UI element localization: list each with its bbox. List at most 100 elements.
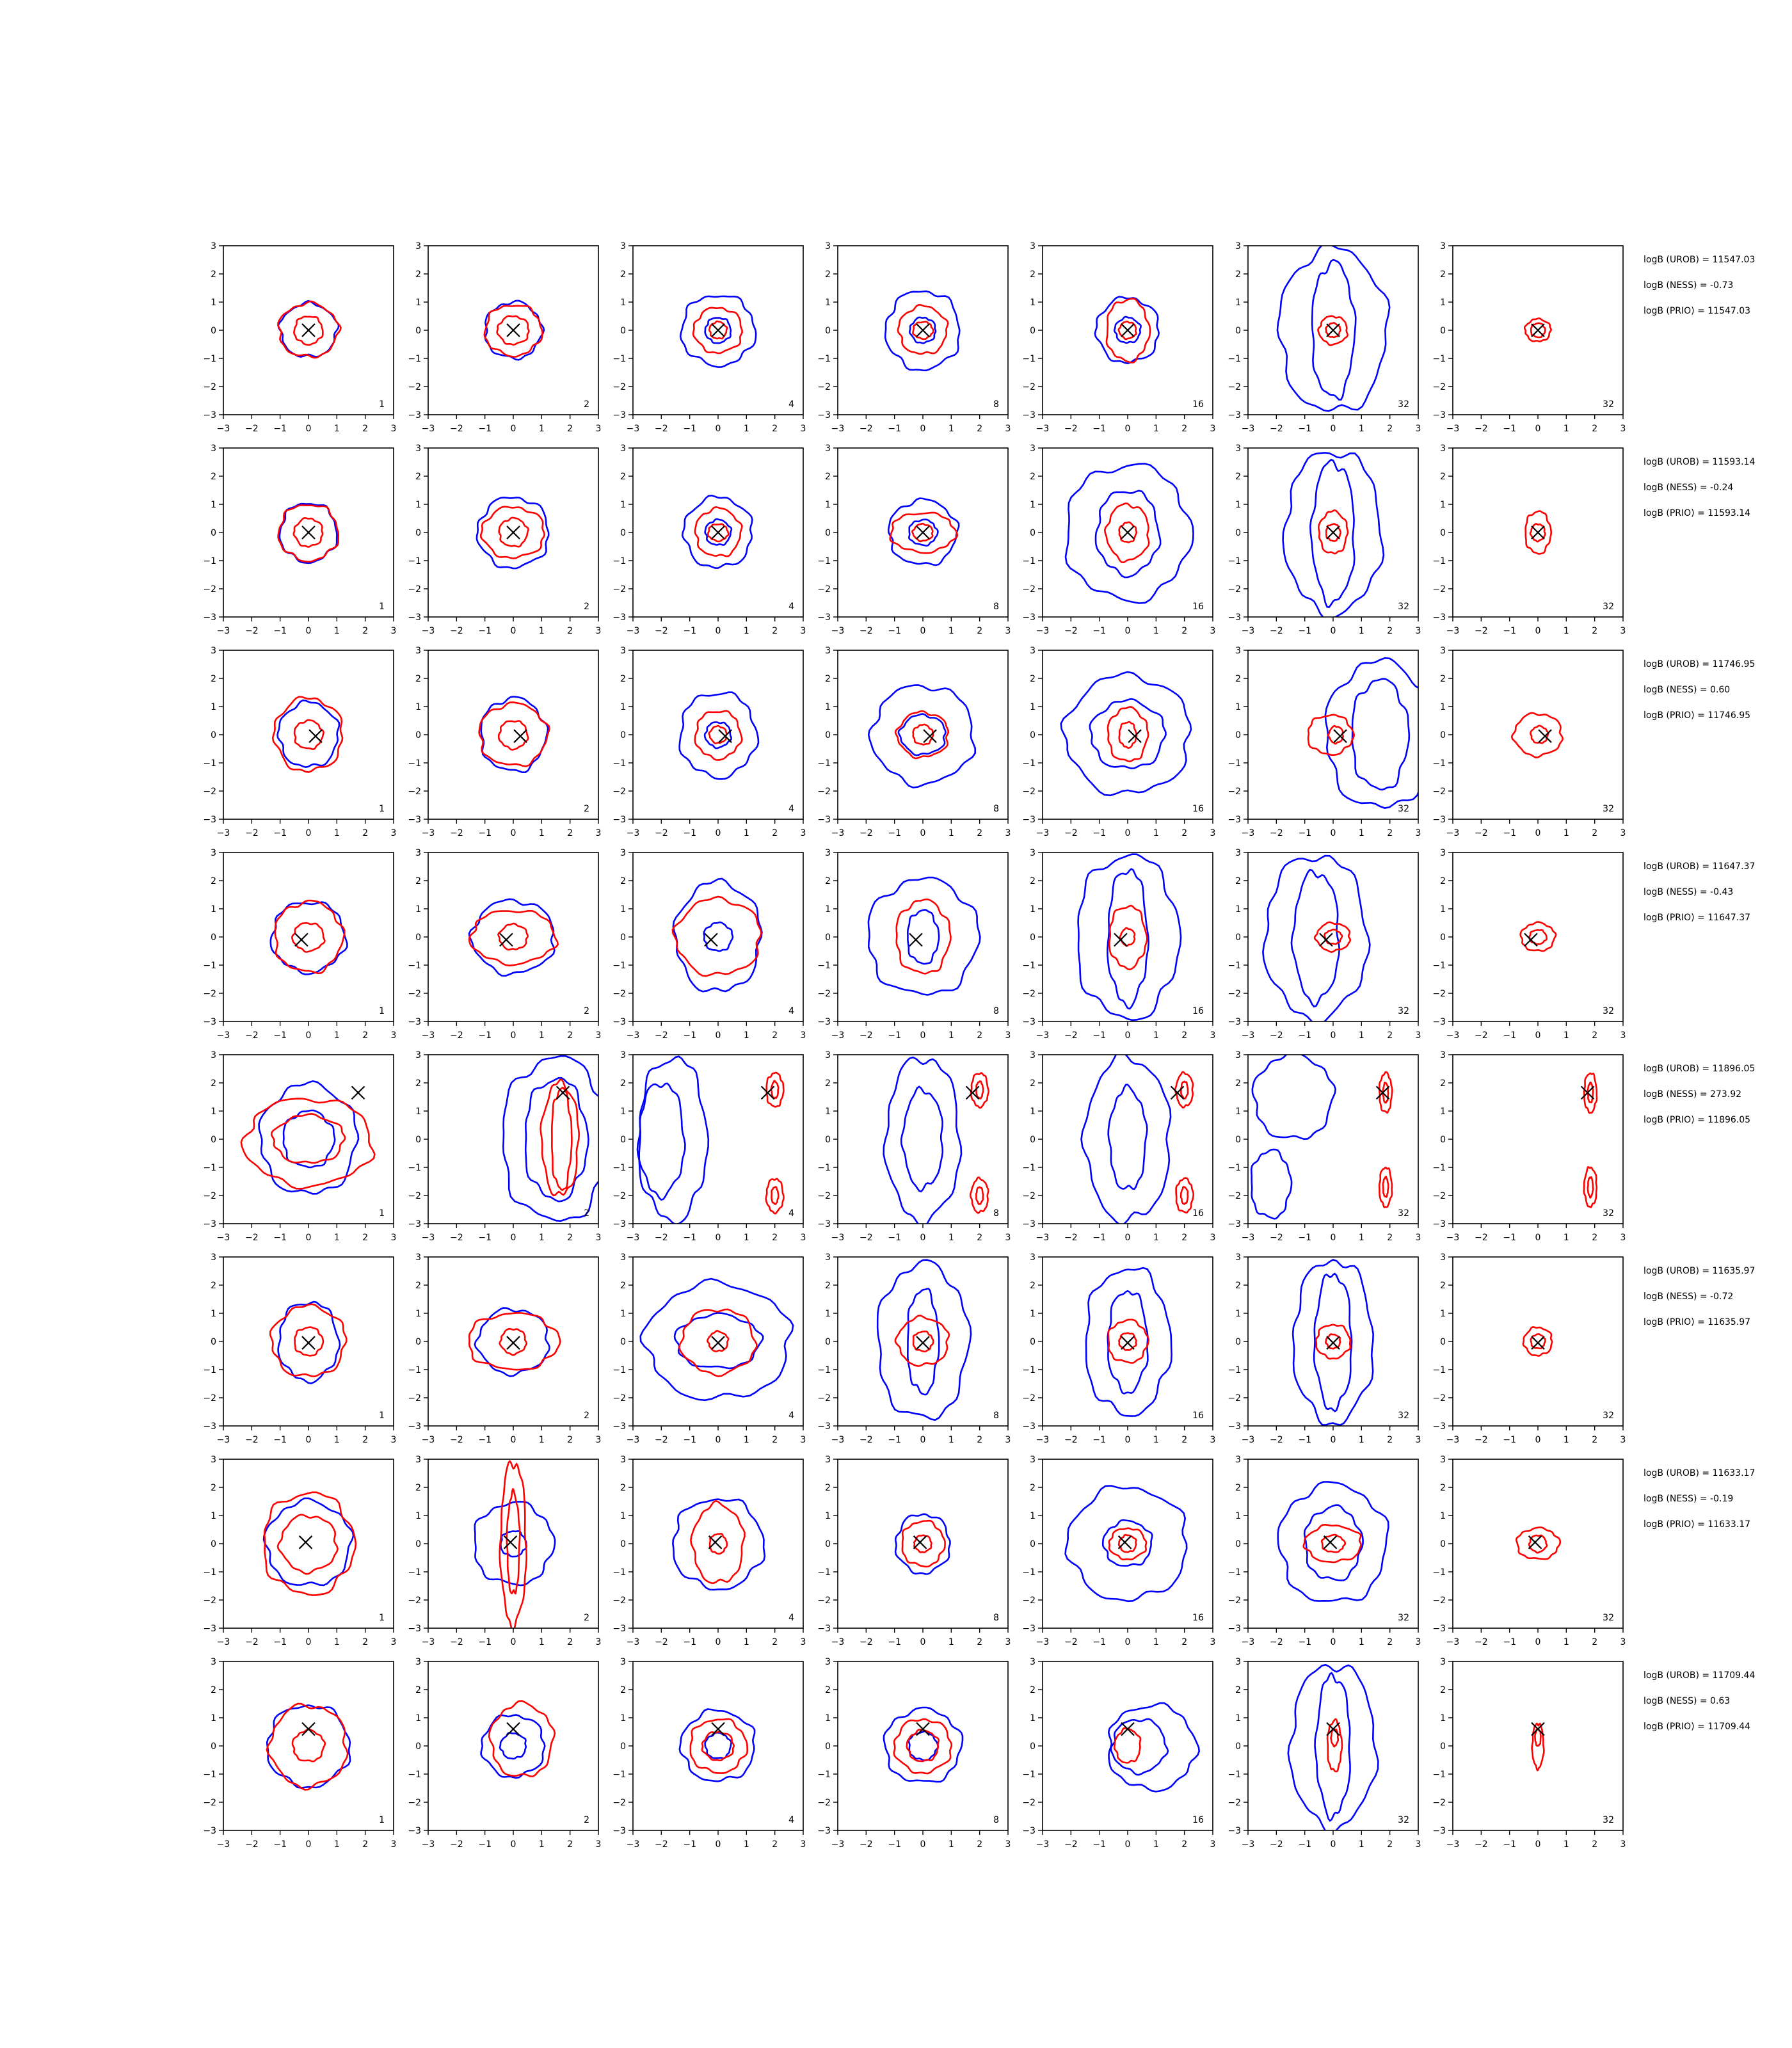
y-tick-label: 0 xyxy=(620,528,626,538)
y-tick-label: −2 xyxy=(1022,1191,1036,1201)
x-tick-label: 1 xyxy=(1564,1839,1569,1850)
x-tick-label: 0 xyxy=(1535,828,1541,838)
x-tick-label: 3 xyxy=(1416,424,1421,434)
x-tick-label: 2 xyxy=(567,828,573,838)
x-tick-label: −2 xyxy=(655,1030,668,1041)
red-contour xyxy=(1175,1177,1195,1214)
y-tick-label: 2 xyxy=(1030,472,1036,482)
y-tick-label: 3 xyxy=(1235,848,1241,858)
y-tick-label: 2 xyxy=(1440,1483,1446,1493)
y-tick-label: −2 xyxy=(408,382,421,392)
red-contour xyxy=(269,1303,348,1377)
blue-contour xyxy=(1351,678,1411,791)
y-tick-label: −1 xyxy=(408,1770,421,1780)
y-tick-label: 0 xyxy=(211,730,216,740)
x-tick-label: −3 xyxy=(831,1839,845,1850)
red-contour xyxy=(1528,929,1548,945)
x-tick-label: 1 xyxy=(744,626,749,636)
x-marker xyxy=(1531,323,1545,337)
y-tick-label: −2 xyxy=(1432,1596,1446,1606)
x-tick-label: 3 xyxy=(1620,828,1626,838)
axes-frame xyxy=(1247,1256,1419,1427)
y-tick-label: −1 xyxy=(1022,758,1036,769)
x-tick-label: −2 xyxy=(450,1030,463,1041)
y-tick-label: −2 xyxy=(1432,382,1446,392)
panel-number-label: 32 xyxy=(1398,399,1409,410)
y-tick-label: 2 xyxy=(1235,876,1241,886)
y-tick-label: 1 xyxy=(825,1713,831,1724)
x-tick-label: 1 xyxy=(1153,1435,1159,1445)
blue-contour xyxy=(1101,1519,1153,1567)
red-contour xyxy=(1107,706,1149,763)
x-tick-label: −3 xyxy=(627,1030,640,1041)
y-tick-label: 1 xyxy=(1030,298,1036,308)
y-tick-label: −1 xyxy=(612,354,626,364)
x-tick-label: −3 xyxy=(217,1637,230,1647)
y-tick-label: −3 xyxy=(1022,1017,1036,1027)
y-tick-label: 0 xyxy=(415,1135,421,1145)
x-tick-label: 0 xyxy=(511,1435,516,1445)
x-tick-label: 3 xyxy=(801,1839,806,1850)
red-contour xyxy=(1515,1526,1562,1560)
red-contour xyxy=(1528,1534,1548,1554)
red-contour xyxy=(1379,1071,1393,1114)
blue-contour xyxy=(1094,490,1162,579)
red-contour xyxy=(277,300,342,359)
logb-annotation: logB (NESS) = 273.92 xyxy=(1644,1089,1741,1100)
x-tick-label: −2 xyxy=(655,1435,668,1445)
x-tick-label: 1 xyxy=(539,1030,545,1041)
x-tick-label: 1 xyxy=(539,1637,545,1647)
plot-area xyxy=(1262,854,1371,1021)
y-tick-label: 2 xyxy=(825,674,831,684)
blue-contour xyxy=(678,691,760,780)
y-tick-label: 2 xyxy=(620,1281,626,1291)
y-tick-label: 1 xyxy=(1440,500,1446,510)
y-tick-label: 0 xyxy=(415,1741,421,1752)
y-tick-label: 1 xyxy=(1030,1713,1036,1724)
x-tick-label: −2 xyxy=(1064,1839,1078,1850)
x-tick-label: 2 xyxy=(1592,626,1597,636)
x-marker xyxy=(708,1535,723,1549)
axes-frame xyxy=(632,1661,804,1831)
x-tick-label: −3 xyxy=(627,828,640,838)
x-tick-label: −3 xyxy=(627,1435,640,1445)
x-tick-label: −1 xyxy=(1298,828,1311,838)
x-tick-label: −3 xyxy=(1036,1233,1050,1243)
red-contour xyxy=(1108,904,1148,971)
blue-contour xyxy=(468,898,556,977)
x-tick-label: −1 xyxy=(273,1435,287,1445)
x-tick-label: 2 xyxy=(1387,828,1393,838)
red-contour xyxy=(1378,1166,1393,1209)
y-tick-label: 0 xyxy=(415,1539,421,1549)
y-tick-label: 0 xyxy=(825,730,831,740)
red-contour xyxy=(499,1327,528,1356)
red-contour xyxy=(291,1728,326,1763)
plot-area xyxy=(277,300,342,359)
red-contour xyxy=(1113,1727,1142,1764)
x-marker xyxy=(1121,525,1135,540)
y-tick-label: 1 xyxy=(1030,1511,1036,1521)
blue-contour xyxy=(484,300,545,361)
y-tick-label: −3 xyxy=(203,1219,216,1229)
blue-contour xyxy=(480,696,549,773)
x-tick-label: −2 xyxy=(655,828,668,838)
axes-frame xyxy=(223,1661,394,1831)
y-tick-label: 3 xyxy=(620,1657,626,1667)
y-tick-label: −2 xyxy=(203,989,216,999)
panel-r3-c3: −3 −2 −1 0 1 2 3 −3 −2 −1 0 1 2 3 4 xyxy=(612,646,806,838)
red-contour xyxy=(894,710,950,760)
y-tick-label: 1 xyxy=(211,500,216,510)
panel-number-label: 32 xyxy=(1398,602,1409,612)
y-tick-label: 3 xyxy=(1235,444,1241,454)
x-tick-label: 0 xyxy=(1125,828,1131,838)
red-contour xyxy=(969,1176,989,1214)
x-marker xyxy=(916,525,930,540)
logb-annotation: logB (NESS) = 0.60 xyxy=(1644,685,1730,695)
panel-r5-c4: −3 −2 −1 0 1 2 3 −3 −2 −1 0 1 2 3 8 xyxy=(817,1050,1011,1243)
y-tick-label: 1 xyxy=(415,702,421,712)
y-tick-label: 1 xyxy=(1440,904,1446,915)
x-tick-label: 1 xyxy=(334,424,340,434)
red-contour xyxy=(1519,921,1557,952)
x-tick-label: 0 xyxy=(920,424,926,434)
panel-number-label: 32 xyxy=(1398,1006,1409,1016)
